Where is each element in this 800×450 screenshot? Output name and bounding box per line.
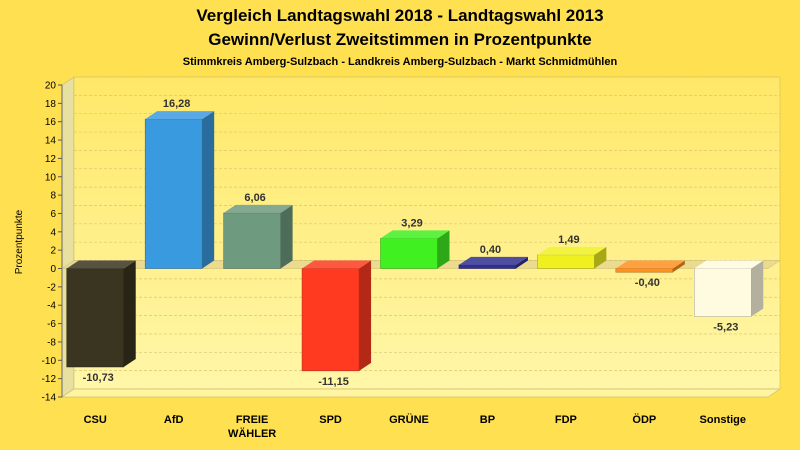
bar-top-1 <box>66 260 136 269</box>
data-label-6: 0,40 <box>480 244 501 256</box>
bar-5 <box>380 238 438 269</box>
data-label-4: -11,15 <box>318 376 349 388</box>
bar-top-7 <box>537 246 607 255</box>
bar-side-4 <box>359 260 372 371</box>
chart-subtitle-2: Stimmkreis Amberg-Sulzbach - Landkreis A… <box>183 56 618 68</box>
bar-side-9 <box>751 260 764 317</box>
y-tick-label: 8 <box>50 191 56 202</box>
x-tick-label-1: CSU <box>84 414 107 426</box>
floor <box>61 388 781 398</box>
bar-side-1 <box>123 260 136 367</box>
bar-7 <box>537 254 595 269</box>
y-tick-label: 6 <box>50 209 56 220</box>
x-tick-label-7: FDP <box>555 414 577 426</box>
x-tick-label-5: GRÜNE <box>389 413 429 426</box>
y-tick-label: 12 <box>45 154 57 165</box>
y-tick-label: 0 <box>50 264 56 275</box>
data-label-2: 16,28 <box>163 98 191 110</box>
bar-top-3 <box>223 204 293 213</box>
bar-1 <box>66 268 124 368</box>
y-tick-label: 14 <box>45 136 57 147</box>
x-tick-label-2: AfD <box>164 414 184 426</box>
y-tick-label: -8 <box>47 337 56 348</box>
y-tick-label: 20 <box>45 81 57 92</box>
data-label-8: -0,40 <box>635 277 660 289</box>
y-tick-label: -4 <box>47 301 56 312</box>
bar-8 <box>615 268 674 273</box>
plot-area: 20181614121086420-2-4-6-8-10-12-14-10,73… <box>42 76 781 440</box>
x-tick-label-3: FREIE WÄHLER <box>228 414 276 440</box>
bar-top-5 <box>380 230 450 239</box>
bar-3 <box>223 212 281 269</box>
y-tick-label: -12 <box>42 374 57 385</box>
x-tick-label-8: ÖDP <box>632 413 656 426</box>
bar-side-5 <box>437 230 450 269</box>
y-tick-label: 2 <box>50 246 56 257</box>
y-tick-label: 18 <box>45 99 57 110</box>
bar-side-6 <box>515 256 528 269</box>
bar-top-9 <box>694 260 764 269</box>
y-tick-label: 16 <box>45 117 57 128</box>
bar-side-2 <box>202 111 215 269</box>
bar-side-7 <box>594 246 607 269</box>
bar-4 <box>301 268 360 372</box>
bar-top-6 <box>458 256 528 265</box>
data-label-9: -5,23 <box>713 322 738 334</box>
y-axis-label: Prozentpunkte <box>14 209 25 274</box>
y-tick-label: -2 <box>47 282 56 293</box>
bar-top-4 <box>302 260 372 269</box>
chart-title: Vergleich Landtagswahl 2018 - Landtagswa… <box>196 6 603 25</box>
y-tick-label: -10 <box>42 356 57 367</box>
bar-side-3 <box>280 204 293 269</box>
bar-top-2 <box>145 111 215 120</box>
bar-9 <box>694 268 752 317</box>
x-tick-label-9: Sonstige <box>700 414 746 426</box>
y-tick-label: -14 <box>42 393 57 404</box>
y-tick-label: 4 <box>50 227 56 238</box>
data-label-7: 1,49 <box>558 234 579 246</box>
data-label-5: 3,29 <box>401 217 422 229</box>
bar-side-8 <box>672 260 685 273</box>
data-label-1: -10,73 <box>83 372 114 384</box>
bar-top-8 <box>615 260 685 269</box>
y-tick-label: -6 <box>47 319 56 330</box>
y-tick-label: 10 <box>45 172 57 183</box>
x-tick-label-4: SPD <box>319 414 342 426</box>
x-tick-label-6: BP <box>480 414 495 426</box>
chart-subtitle: Gewinn/Verlust Zweitstimmen in Prozentpu… <box>208 30 592 49</box>
data-label-3: 6,06 <box>244 192 265 204</box>
bar-2 <box>144 118 203 269</box>
bar-6 <box>458 264 517 269</box>
